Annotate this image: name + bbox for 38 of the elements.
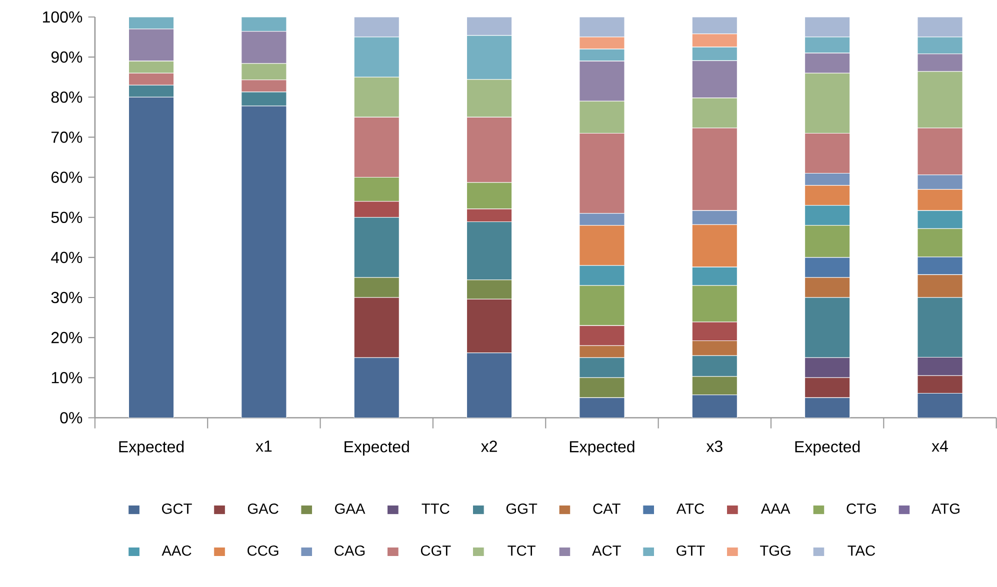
y-tick-label: 10%	[52, 372, 82, 384]
x-tick-label: x4	[932, 440, 948, 452]
y-tick-label: 90%	[51, 52, 82, 63]
legend-label: TCT	[508, 546, 536, 556]
y-tick-label: 70%	[51, 132, 82, 144]
legend-label: ATC	[676, 504, 704, 514]
legend-label: TAC	[848, 546, 876, 556]
legend-label: GCT	[162, 504, 192, 514]
y-tick-label: 40%	[51, 252, 82, 264]
y-tick-label: 0%	[60, 412, 82, 424]
legend-label: TTC	[422, 504, 450, 514]
legend-label: ATG	[932, 504, 960, 514]
x-tick-label: x2	[481, 440, 497, 452]
legend-label: CGT	[420, 546, 451, 556]
y-tick-label: 20%	[51, 332, 82, 344]
legend-label: CAG	[334, 546, 365, 556]
legend-label: CCG	[248, 546, 278, 556]
x-tick-label: Expected	[119, 440, 184, 456]
legend-label: CTG	[846, 504, 876, 514]
legend-label: GAC	[248, 504, 278, 514]
y-tick-label: 30%	[51, 292, 82, 304]
legend-label: AAC	[162, 546, 192, 556]
legend-label: GAA	[335, 504, 366, 514]
legend-label: CAT	[593, 504, 620, 514]
legend-label: GGT	[506, 504, 538, 514]
x-tick-label: x1	[256, 440, 272, 452]
legend-label: TGG	[760, 546, 790, 556]
x-tick-label: x3	[706, 440, 722, 452]
legend-label: GTT	[676, 546, 705, 556]
legend-label: ACT	[592, 546, 621, 556]
x-tick-label: Expected	[344, 440, 409, 456]
legend-label: AAA	[760, 504, 790, 514]
x-tick-label: Expected	[570, 440, 634, 456]
y-tick-label: 80%	[51, 92, 82, 103]
y-tick-label: 50%	[51, 212, 82, 224]
x-tick-label: Expected	[795, 440, 860, 456]
y-tick-label: 100%	[43, 12, 82, 23]
y-tick-label: 60%	[51, 172, 82, 184]
